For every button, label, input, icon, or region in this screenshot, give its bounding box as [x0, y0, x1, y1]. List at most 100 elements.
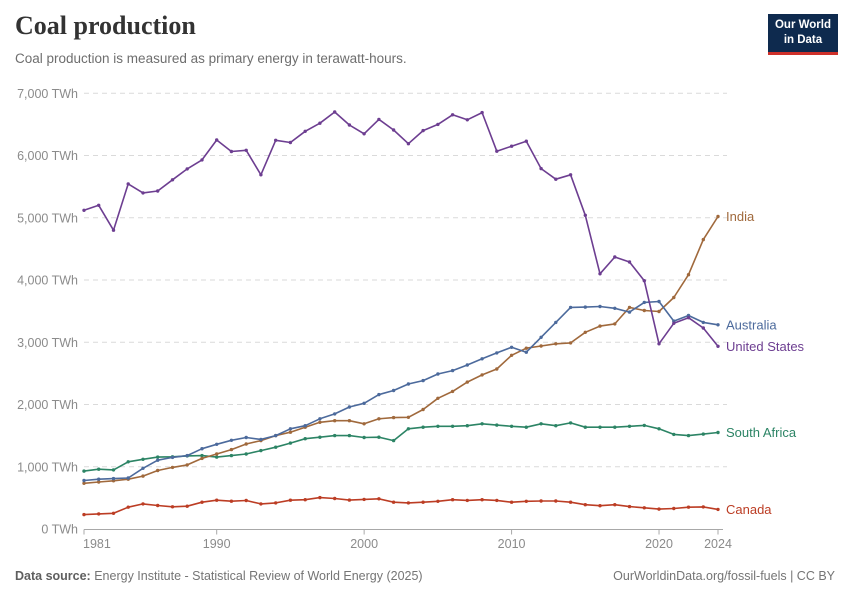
- data-point[interactable]: [318, 420, 322, 424]
- data-point[interactable]: [229, 438, 234, 442]
- data-point[interactable]: [200, 158, 204, 162]
- data-point[interactable]: [716, 507, 720, 512]
- data-point[interactable]: [421, 378, 425, 383]
- data-point[interactable]: [716, 323, 720, 327]
- series-label-india[interactable]: India: [726, 209, 755, 224]
- data-point[interactable]: [539, 422, 543, 426]
- data-point[interactable]: [259, 173, 263, 177]
- data-point[interactable]: [672, 506, 676, 511]
- data-point[interactable]: [215, 452, 219, 456]
- data-point[interactable]: [686, 316, 691, 320]
- data-point[interactable]: [303, 424, 307, 428]
- data-point[interactable]: [406, 382, 411, 386]
- data-point[interactable]: [642, 279, 646, 283]
- data-point[interactable]: [126, 460, 130, 464]
- data-point[interactable]: [156, 458, 160, 462]
- data-point[interactable]: [141, 457, 145, 461]
- data-point[interactable]: [274, 501, 278, 505]
- data-point[interactable]: [495, 149, 499, 153]
- data-point[interactable]: [156, 455, 160, 459]
- data-point[interactable]: [200, 453, 204, 458]
- data-point[interactable]: [657, 299, 661, 304]
- data-point[interactable]: [465, 118, 469, 122]
- data-point[interactable]: [657, 342, 661, 346]
- data-point[interactable]: [436, 396, 440, 400]
- data-point[interactable]: [391, 128, 396, 132]
- series-label-australia[interactable]: Australia: [726, 317, 777, 332]
- data-point[interactable]: [524, 499, 528, 503]
- data-point[interactable]: [229, 149, 234, 154]
- data-point[interactable]: [583, 213, 587, 217]
- data-point[interactable]: [215, 455, 219, 459]
- data-point[interactable]: [642, 300, 646, 305]
- data-point[interactable]: [716, 214, 720, 219]
- data-point[interactable]: [391, 415, 396, 420]
- data-point[interactable]: [686, 273, 691, 277]
- data-point[interactable]: [509, 345, 514, 349]
- data-point[interactable]: [288, 498, 293, 502]
- data-point[interactable]: [480, 110, 484, 115]
- data-point[interactable]: [391, 388, 396, 393]
- data-point[interactable]: [657, 427, 661, 431]
- data-point[interactable]: [318, 417, 322, 421]
- data-point[interactable]: [406, 427, 411, 431]
- data-point[interactable]: [141, 474, 145, 478]
- data-point[interactable]: [200, 500, 204, 504]
- data-point[interactable]: [613, 255, 617, 259]
- series-line-australia[interactable]: [83, 300, 719, 482]
- data-point[interactable]: [244, 452, 248, 456]
- data-point[interactable]: [495, 498, 499, 503]
- data-point[interactable]: [716, 344, 720, 348]
- series-line-united-states[interactable]: [83, 111, 719, 347]
- data-point[interactable]: [347, 419, 352, 423]
- data-point[interactable]: [288, 140, 293, 145]
- data-point[interactable]: [82, 208, 86, 212]
- data-point[interactable]: [274, 138, 278, 142]
- data-point[interactable]: [583, 305, 587, 309]
- data-point[interactable]: [215, 442, 219, 446]
- data-point[interactable]: [288, 427, 293, 431]
- data-point[interactable]: [539, 335, 543, 339]
- data-point[interactable]: [613, 425, 617, 429]
- data-point[interactable]: [156, 468, 160, 473]
- data-point[interactable]: [377, 497, 381, 501]
- data-point[interactable]: [701, 432, 705, 436]
- data-point[interactable]: [598, 324, 602, 328]
- data-point[interactable]: [465, 363, 469, 367]
- data-point[interactable]: [111, 476, 116, 481]
- data-point[interactable]: [524, 425, 528, 429]
- data-point[interactable]: [156, 503, 160, 508]
- data-point[interactable]: [170, 465, 175, 470]
- data-point[interactable]: [701, 237, 705, 242]
- data-point[interactable]: [170, 178, 175, 182]
- data-point[interactable]: [480, 422, 484, 426]
- data-point[interactable]: [333, 496, 337, 501]
- data-point[interactable]: [568, 500, 573, 504]
- data-point[interactable]: [657, 309, 661, 314]
- data-point[interactable]: [391, 500, 396, 504]
- data-point[interactable]: [509, 424, 514, 428]
- data-point[interactable]: [111, 511, 116, 515]
- data-point[interactable]: [568, 305, 573, 310]
- data-point[interactable]: [318, 495, 322, 500]
- data-point[interactable]: [259, 437, 263, 442]
- data-point[interactable]: [274, 445, 278, 449]
- data-point[interactable]: [82, 481, 86, 485]
- data-point[interactable]: [480, 357, 484, 361]
- data-point[interactable]: [583, 425, 587, 429]
- data-point[interactable]: [97, 467, 101, 471]
- data-point[interactable]: [450, 424, 455, 428]
- data-point[interactable]: [97, 203, 101, 207]
- data-point[interactable]: [244, 148, 248, 152]
- data-point[interactable]: [627, 504, 632, 509]
- data-point[interactable]: [156, 189, 160, 193]
- data-point[interactable]: [436, 122, 440, 127]
- data-point[interactable]: [288, 441, 293, 445]
- data-point[interactable]: [672, 295, 676, 300]
- data-point[interactable]: [229, 499, 234, 503]
- series-line-canada[interactable]: [83, 496, 719, 516]
- data-point[interactable]: [465, 424, 469, 428]
- data-point[interactable]: [244, 435, 248, 440]
- data-point[interactable]: [274, 433, 278, 438]
